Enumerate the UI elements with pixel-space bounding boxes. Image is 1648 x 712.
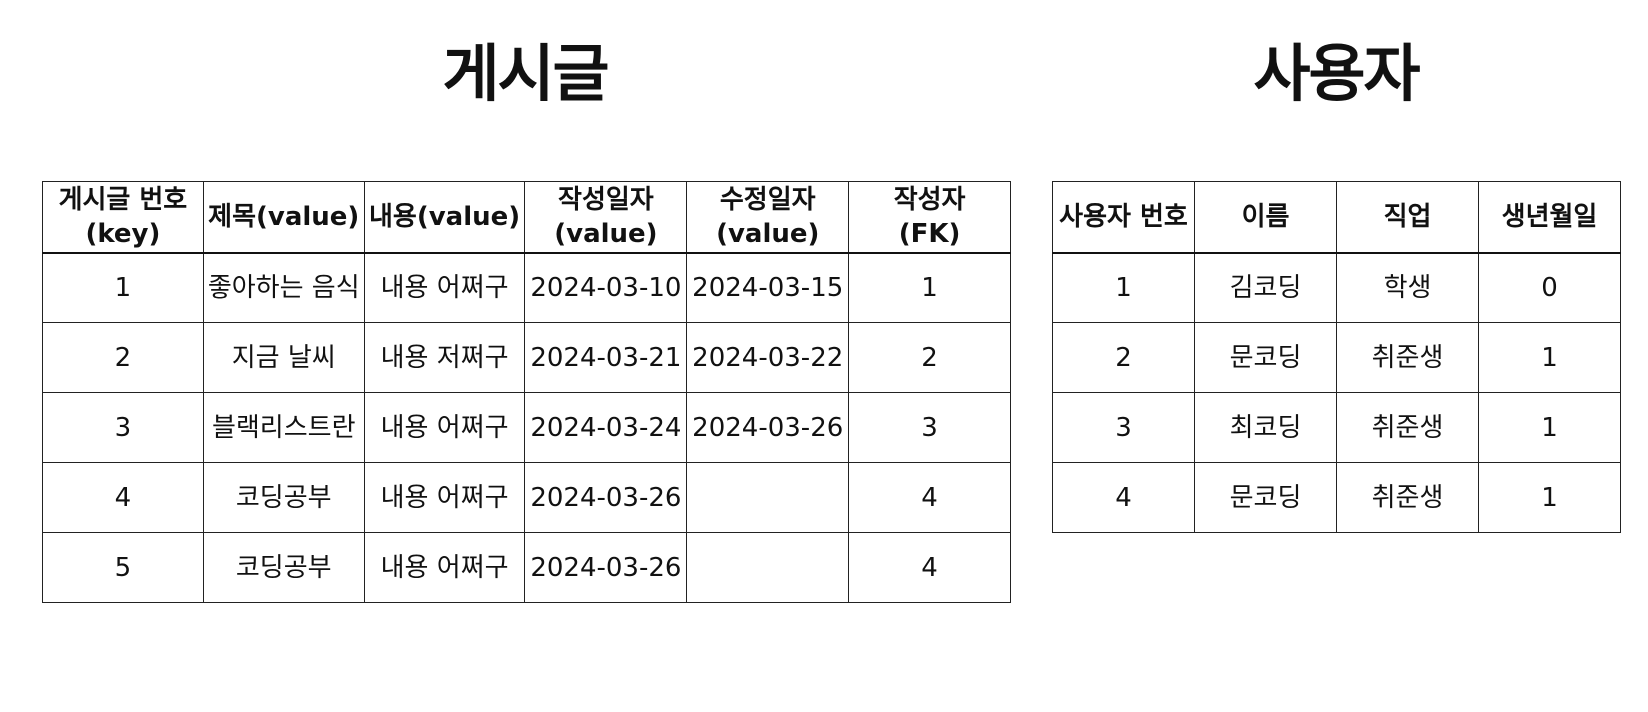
posts-header-post-number: 게시글 번호 (key) xyxy=(42,181,204,254)
table-cell: 0 xyxy=(1478,252,1621,323)
users-title: 사용자 xyxy=(1253,37,1420,110)
posts-table: 게시글 번호 (key) 제목(value) 내용(value) 작성일자 (val… xyxy=(42,181,1011,603)
header-line: 수정일자 xyxy=(719,184,816,215)
header-line: (value) xyxy=(554,218,658,249)
table-cell: 코딩공부 xyxy=(202,462,365,533)
table-cell: 2 xyxy=(848,322,1011,393)
table-row: 2 지금 날씨 내용 저쩌구 2024-03-21 2024-03-22 2 xyxy=(42,322,1011,393)
header-line: 내용(value) xyxy=(368,201,521,232)
posts-header-created-date: 작성일자 (value) xyxy=(524,181,688,254)
table-cell: 3 xyxy=(848,392,1011,463)
table-cell: 1 xyxy=(1478,322,1621,393)
header-line: (key) xyxy=(85,218,161,249)
table-cell: 1 xyxy=(42,252,204,323)
table-cell: 1 xyxy=(1478,392,1621,463)
header-line: 작성자 xyxy=(893,184,966,215)
users-header-name: 이름 xyxy=(1194,181,1337,254)
table-cell: 취준생 xyxy=(1336,392,1479,463)
table-cell: 2 xyxy=(42,322,204,393)
table-cell: 5 xyxy=(42,532,204,603)
table-cell: 문코딩 xyxy=(1194,462,1337,533)
table-row: 1 좋아하는 음식 내용 어쩌구 2024-03-10 2024-03-15 1 xyxy=(42,252,1011,323)
table-cell: 1 xyxy=(1052,252,1195,323)
table-cell: 내용 어쩌구 xyxy=(363,462,526,533)
users-header-user-number: 사용자 번호 xyxy=(1052,181,1195,254)
posts-header-modified-date: 수정일자 (value) xyxy=(686,181,850,254)
table-cell: 내용 어쩌구 xyxy=(363,252,526,323)
table-row: 5 코딩공부 내용 어쩌구 2024-03-26 4 xyxy=(42,532,1011,603)
header-line: (FK) xyxy=(898,218,961,249)
table-cell: 취준생 xyxy=(1336,322,1479,393)
table-cell: 지금 날씨 xyxy=(202,322,365,393)
posts-header-content: 내용(value) xyxy=(363,181,526,254)
table-cell: 2024-03-24 xyxy=(524,392,688,463)
table-cell: 1 xyxy=(848,252,1011,323)
table-row: 4 문코딩 취준생 1 xyxy=(1052,462,1621,533)
table-cell: 2024-03-26 xyxy=(524,532,688,603)
users-table: 사용자 번호 이름 직업 생년월일 1 김코딩 학생 0 2 문코딩 취준생 1… xyxy=(1052,181,1621,533)
table-cell xyxy=(686,532,850,603)
table-cell: 김코딩 xyxy=(1194,252,1337,323)
table-cell: 3 xyxy=(42,392,204,463)
table-cell: 내용 저쩌구 xyxy=(363,322,526,393)
table-row: 1 김코딩 학생 0 xyxy=(1052,252,1621,323)
table-cell: 문코딩 xyxy=(1194,322,1337,393)
table-cell: 4 xyxy=(1052,462,1195,533)
users-header-birthdate: 생년월일 xyxy=(1478,181,1621,254)
table-cell: 4 xyxy=(848,532,1011,603)
table-cell: 2024-03-10 xyxy=(524,252,688,323)
table-cell: 좋아하는 음식 xyxy=(202,252,365,323)
table-cell: 2 xyxy=(1052,322,1195,393)
table-cell: 1 xyxy=(1478,462,1621,533)
table-cell: 3 xyxy=(1052,392,1195,463)
table-cell: 4 xyxy=(848,462,1011,533)
table-cell: 2024-03-15 xyxy=(686,252,850,323)
table-row: 3 블랙리스트란 내용 어쩌구 2024-03-24 2024-03-26 3 xyxy=(42,392,1011,463)
table-cell: 2024-03-26 xyxy=(686,392,850,463)
header-line: (value) xyxy=(716,218,820,249)
table-cell: 2024-03-22 xyxy=(686,322,850,393)
table-cell: 내용 어쩌구 xyxy=(363,392,526,463)
table-row: 3 최코딩 취준생 1 xyxy=(1052,392,1621,463)
table-row: 2 문코딩 취준생 1 xyxy=(1052,322,1621,393)
posts-header-row: 게시글 번호 (key) 제목(value) 내용(value) 작성일자 (val… xyxy=(42,181,1011,254)
users-header-row: 사용자 번호 이름 직업 생년월일 xyxy=(1052,181,1621,254)
users-header-job: 직업 xyxy=(1336,181,1479,254)
table-cell: 블랙리스트란 xyxy=(202,392,365,463)
table-cell: 4 xyxy=(42,462,204,533)
table-cell: 2024-03-26 xyxy=(524,462,688,533)
table-cell: 내용 어쩌구 xyxy=(363,532,526,603)
header-line: 게시글 번호 xyxy=(58,184,188,215)
table-cell: 학생 xyxy=(1336,252,1479,323)
table-cell: 코딩공부 xyxy=(202,532,365,603)
posts-title: 게시글 xyxy=(442,37,609,110)
table-cell: 2024-03-21 xyxy=(524,322,688,393)
posts-header-title: 제목(value) xyxy=(202,181,365,254)
table-cell xyxy=(686,462,850,533)
table-cell: 최코딩 xyxy=(1194,392,1337,463)
header-line: 작성일자 xyxy=(558,184,654,215)
table-cell: 취준생 xyxy=(1336,462,1479,533)
posts-header-author: 작성자 (FK) xyxy=(848,181,1011,254)
header-line: 제목(value) xyxy=(208,201,360,232)
table-row: 4 코딩공부 내용 어쩌구 2024-03-26 4 xyxy=(42,462,1011,533)
